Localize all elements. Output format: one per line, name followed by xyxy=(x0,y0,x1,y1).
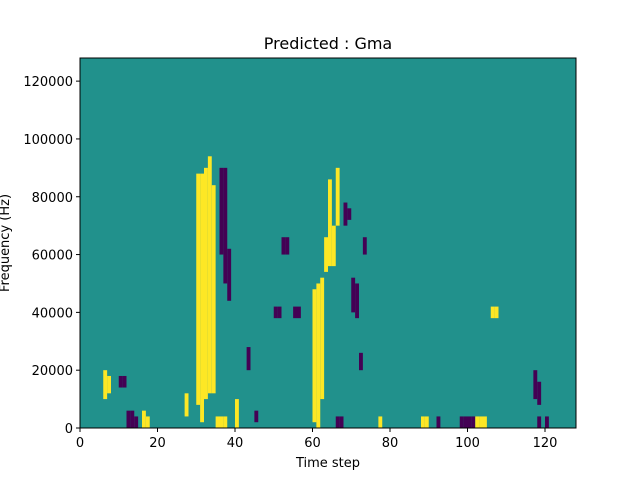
heatmap-cell xyxy=(122,375,127,388)
heatmap-cell xyxy=(463,416,468,428)
heatmap-cell xyxy=(335,416,340,428)
heatmap-cell xyxy=(219,416,224,428)
heatmap-cell xyxy=(459,416,464,428)
heatmap-cell xyxy=(533,370,538,400)
heatmap-cell xyxy=(537,416,542,428)
y-tick-label: 0 xyxy=(65,422,73,437)
heatmap-cell xyxy=(254,410,259,423)
heatmap-cell xyxy=(118,375,123,388)
heatmap-cell xyxy=(223,167,228,284)
heatmap-cell xyxy=(130,410,135,428)
plot-frame xyxy=(79,57,577,429)
y-tick-label: 80000 xyxy=(32,191,73,206)
heatmap-cells xyxy=(103,156,580,428)
heatmap-cell xyxy=(467,416,472,428)
chart-title: Predicted : Gma xyxy=(264,34,392,53)
x-tick-label: 20 xyxy=(149,436,166,451)
heatmap-cell xyxy=(424,416,429,428)
heatmap-cell xyxy=(494,306,499,319)
heatmap-plot-area xyxy=(80,58,580,428)
heatmap-cell xyxy=(328,179,332,267)
heatmap-cell xyxy=(184,393,189,417)
x-tick-label: 0 xyxy=(76,436,84,451)
heatmap-cell xyxy=(277,306,282,319)
heatmap-cell xyxy=(320,277,325,400)
heatmap-cell xyxy=(362,237,367,255)
heatmap-cell xyxy=(246,347,251,371)
heatmap-cell xyxy=(335,167,340,226)
heatmap-cell xyxy=(142,410,146,428)
heatmap-cell xyxy=(293,306,297,319)
heatmap-cell xyxy=(483,416,487,428)
heatmap-cell xyxy=(103,370,108,400)
x-tick-label: 100 xyxy=(455,436,480,451)
heatmap-cell xyxy=(339,416,344,428)
x-tick-label: 40 xyxy=(227,436,244,451)
heatmap-cell xyxy=(204,167,208,400)
heatmap-cell xyxy=(436,416,441,428)
heatmap-cell xyxy=(215,416,220,428)
heatmap-cell xyxy=(297,306,301,319)
heatmap-cell xyxy=(537,381,542,405)
heatmap-cell xyxy=(134,416,139,428)
heatmap-cell xyxy=(200,173,204,423)
heatmap-cell xyxy=(273,306,278,319)
y-tick-label: 100000 xyxy=(23,133,73,148)
heatmap-cell xyxy=(343,202,348,226)
y-tick-label: 20000 xyxy=(32,364,73,379)
y-tick-label: 120000 xyxy=(23,75,73,90)
y-tick-label: 40000 xyxy=(32,306,73,321)
heatmap-cell xyxy=(235,399,239,428)
heatmap-cell xyxy=(359,352,363,371)
heatmap-cell xyxy=(312,289,317,423)
heatmap-cell xyxy=(475,416,480,428)
y-tick-label: 60000 xyxy=(32,249,73,264)
x-axis: 0 20 40 60 80 100 120 xyxy=(76,428,558,451)
heatmap-cell xyxy=(347,208,352,220)
heatmap-cell xyxy=(378,416,383,428)
x-tick-label: 60 xyxy=(304,436,321,451)
heatmap-cell xyxy=(355,283,359,319)
heatmap-cell xyxy=(421,416,425,428)
heatmap-cell xyxy=(223,416,228,428)
heatmap-cell xyxy=(545,416,549,428)
heatmap-cell xyxy=(316,283,321,428)
y-axis-label: Frequency (Hz) xyxy=(0,194,13,292)
heatmap-cell xyxy=(107,375,111,394)
heatmap-cell xyxy=(471,416,476,428)
heatmap-cell xyxy=(219,167,224,255)
heatmap-cell xyxy=(126,410,131,428)
heatmap-cell xyxy=(196,173,201,405)
heatmap-cell xyxy=(285,237,290,255)
x-tick-label: 120 xyxy=(533,436,558,451)
x-axis-label: Time step xyxy=(295,456,360,471)
heatmap-cell xyxy=(211,185,216,394)
heatmap-cell xyxy=(576,364,580,387)
heatmap-cell xyxy=(331,225,336,267)
y-axis: 0 20000 40000 60000 80000 100000 120000 xyxy=(23,75,80,437)
heatmap-cell xyxy=(351,277,356,313)
heatmap-cell xyxy=(324,237,328,272)
heatmap-cell xyxy=(145,416,150,428)
heatmap-cell xyxy=(490,306,495,319)
heatmap-cell xyxy=(281,237,286,255)
x-tick-label: 80 xyxy=(382,436,399,451)
heatmap-cell xyxy=(479,416,483,428)
heatmap-cell xyxy=(227,248,232,301)
heatmap-cell xyxy=(207,156,212,394)
